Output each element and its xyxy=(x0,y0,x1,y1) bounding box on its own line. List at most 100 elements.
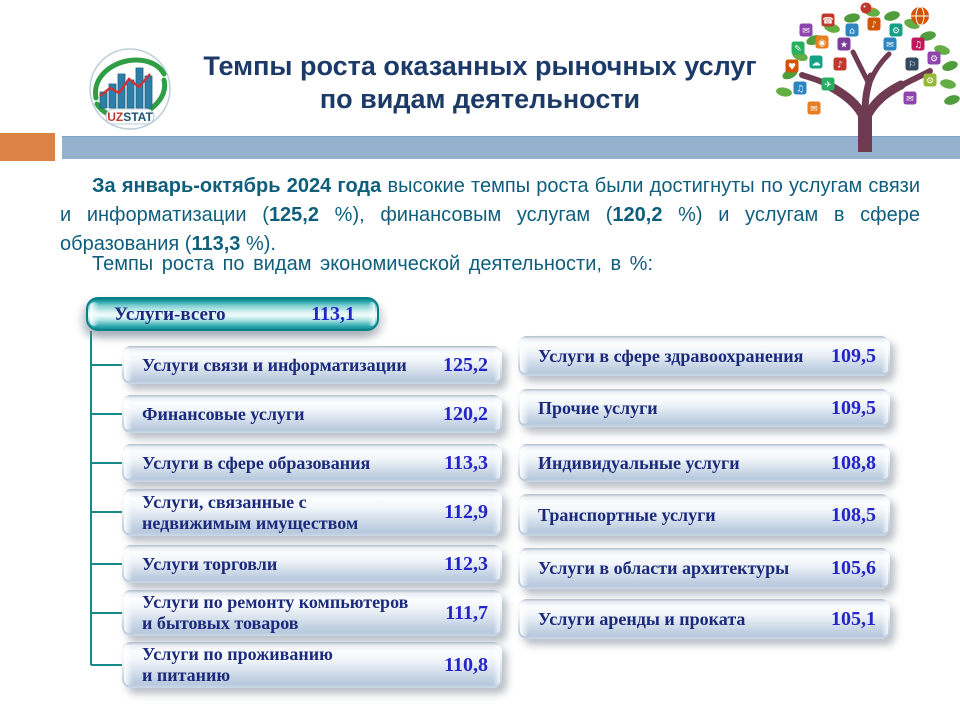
service-box-transport: Транспортные услуги 108,5 xyxy=(518,494,890,536)
svg-text:⚙: ⚙ xyxy=(926,77,934,87)
globe-icon xyxy=(911,6,929,26)
service-box-trade: Услуги торговли 112,3 xyxy=(122,545,502,583)
service-value: 105,6 xyxy=(831,557,876,579)
svg-text:♥: ♥ xyxy=(788,63,796,73)
svg-text:◉: ◉ xyxy=(818,39,826,49)
tree-trunk xyxy=(799,49,933,159)
gear-icon: ⚙ xyxy=(923,73,937,87)
service-label: Услуги аренды и проката xyxy=(538,608,746,629)
music-icon: ♪ xyxy=(833,57,847,71)
service-value: 108,8 xyxy=(831,451,876,474)
heart-icon: ♥ xyxy=(785,59,799,73)
service-value: 120,2 xyxy=(443,402,488,425)
service-label: Услуги в сфере здравоохранения xyxy=(538,345,804,366)
plane-icon: ✈ xyxy=(821,77,835,91)
uzstat-logo: UZSTAT xyxy=(84,46,176,138)
service-value: 125,2 xyxy=(443,353,488,376)
music-note-icon: ♫ xyxy=(793,81,807,95)
intro-paragraph: За январь-октябрь 2024 года высокие темп… xyxy=(60,172,920,259)
svg-text:⚙: ⚙ xyxy=(930,55,938,65)
svg-text:✎: ✎ xyxy=(794,45,802,55)
music-icon: ♪ xyxy=(867,17,881,31)
service-label: Услуги торговли xyxy=(142,553,278,574)
service-value: 108,5 xyxy=(831,503,876,526)
service-box-rental: Услуги аренды и проката 105,1 xyxy=(518,599,890,639)
star-icon: ★ xyxy=(837,37,851,51)
gear-icon: ⚙ xyxy=(889,23,903,37)
intro-text: %) и услугам в сфере образования ( xyxy=(60,204,920,255)
service-label: Услуги-всего xyxy=(114,303,226,325)
service-label: Услуги, связанные с недвижимым имущество… xyxy=(142,491,359,533)
phone-icon: ☎ xyxy=(821,13,835,27)
value-education: 113,3 xyxy=(191,233,241,255)
intro-text: высокие темпы роста были достигнуты по у… xyxy=(60,175,920,226)
logo-text: UZSTAT xyxy=(107,110,153,124)
svg-text:♫: ♫ xyxy=(796,85,804,95)
service-box-repair: Услуги по ремонту компьютеров и бытовых … xyxy=(122,590,502,636)
service-value: 112,3 xyxy=(444,552,488,575)
service-box-real-estate: Услуги, связанные с недвижимым имущество… xyxy=(122,489,502,536)
svg-text:⌂: ⌂ xyxy=(849,27,855,37)
home-icon: ⌂ xyxy=(845,23,859,37)
camera-icon: ◉ xyxy=(815,35,829,49)
service-value: 109,5 xyxy=(831,344,876,367)
service-label: Индивидуальные услуги xyxy=(538,452,740,473)
accent-orange-block xyxy=(0,133,55,161)
svg-text:★: ★ xyxy=(840,41,848,51)
service-value: 105,1 xyxy=(831,607,876,630)
service-label: Услуги в сфере образования xyxy=(142,452,371,473)
intro-text: %), финансовым услугам ( xyxy=(319,204,613,226)
service-label: Услуги в области архитектуры xyxy=(538,558,790,578)
service-label: Услуги по ремонту компьютеров и бытовых … xyxy=(142,592,409,633)
uzstat-logo-icon: UZSTAT xyxy=(89,48,171,130)
service-value: 110,8 xyxy=(444,653,488,676)
service-box-education: Услуги в сфере образования 113,3 xyxy=(122,444,502,482)
service-box-total: Услуги-всего 113,1 xyxy=(86,297,379,331)
service-box-architecture: Услуги в области архитектуры 105,6 xyxy=(518,548,890,589)
chart-subtitle: Темпы роста по видам экономической деяте… xyxy=(92,253,653,275)
service-value: 109,5 xyxy=(831,396,876,419)
svg-text:⚐: ⚐ xyxy=(908,61,916,71)
svg-text:⚙: ⚙ xyxy=(892,27,900,37)
service-box-finance: Финансовые услуги 120,2 xyxy=(122,395,502,433)
service-box-healthcare: Услуги в сфере здравоохранения 109,5 xyxy=(518,336,890,376)
service-label: Услуги по проживанию и питанию xyxy=(142,644,333,685)
mail-icon: ✉ xyxy=(883,37,897,51)
value-finance: 120,2 xyxy=(612,204,663,226)
svg-text:♪: ♪ xyxy=(871,21,877,31)
service-value: 112,9 xyxy=(444,501,488,523)
service-value: 113,3 xyxy=(444,451,488,474)
service-box-accommodation: Услуги по проживанию и питанию 110,8 xyxy=(122,642,502,688)
svg-text:✉: ✉ xyxy=(906,95,914,105)
cloud-icon: ☁ xyxy=(809,55,823,69)
mail-icon: ✉ xyxy=(799,23,813,37)
svg-text:✉: ✉ xyxy=(810,105,818,115)
intro-lead: За январь-октябрь 2024 года xyxy=(92,175,382,197)
service-box-other: Прочие услуги 109,5 xyxy=(518,389,890,427)
service-value: 113,1 xyxy=(311,302,355,325)
trend-line-icon xyxy=(99,73,151,97)
social-media-tree-illustration: ✉ ☎ ⌂ ♪ ⚙ ♫ ✎ ◉ ★ ✉ ⚙ ♥ ☁ ♪ ⚐ ♫ ✈ ⚙ ✉ ✉ xyxy=(770,0,960,159)
bird-icon xyxy=(860,2,876,14)
service-box-communication: Услуги связи и информатизации 125,2 xyxy=(122,346,502,384)
gear-icon: ⚙ xyxy=(927,51,941,65)
svg-text:✉: ✉ xyxy=(802,27,810,37)
intro-text: %). xyxy=(240,233,276,255)
mail-icon: ✉ xyxy=(807,101,821,115)
svg-text:✉: ✉ xyxy=(886,41,894,51)
svg-text:♫: ♫ xyxy=(914,41,922,51)
service-label: Услуги связи и информатизации xyxy=(142,354,407,375)
svg-text:☎: ☎ xyxy=(822,17,833,27)
pencil-icon: ✎ xyxy=(791,41,805,55)
svg-text:✈: ✈ xyxy=(824,81,832,91)
page-title: Темпы роста оказанных рыночных услуг по … xyxy=(180,50,780,116)
title-line-2: по видам деятельности xyxy=(319,84,641,114)
service-box-individual: Индивидуальные услуги 108,8 xyxy=(518,444,890,482)
value-communication: 125,2 xyxy=(268,204,319,226)
service-label: Транспортные услуги xyxy=(538,504,716,525)
mail-icon: ✉ xyxy=(903,91,917,105)
svg-text:☁: ☁ xyxy=(812,59,821,69)
header-divider-band xyxy=(62,136,960,159)
tree-media-icons: ✉ ☎ ⌂ ♪ ⚙ ♫ ✎ ◉ ★ ✉ ⚙ ♥ ☁ ♪ ⚐ ♫ ✈ ⚙ ✉ ✉ xyxy=(785,2,941,115)
